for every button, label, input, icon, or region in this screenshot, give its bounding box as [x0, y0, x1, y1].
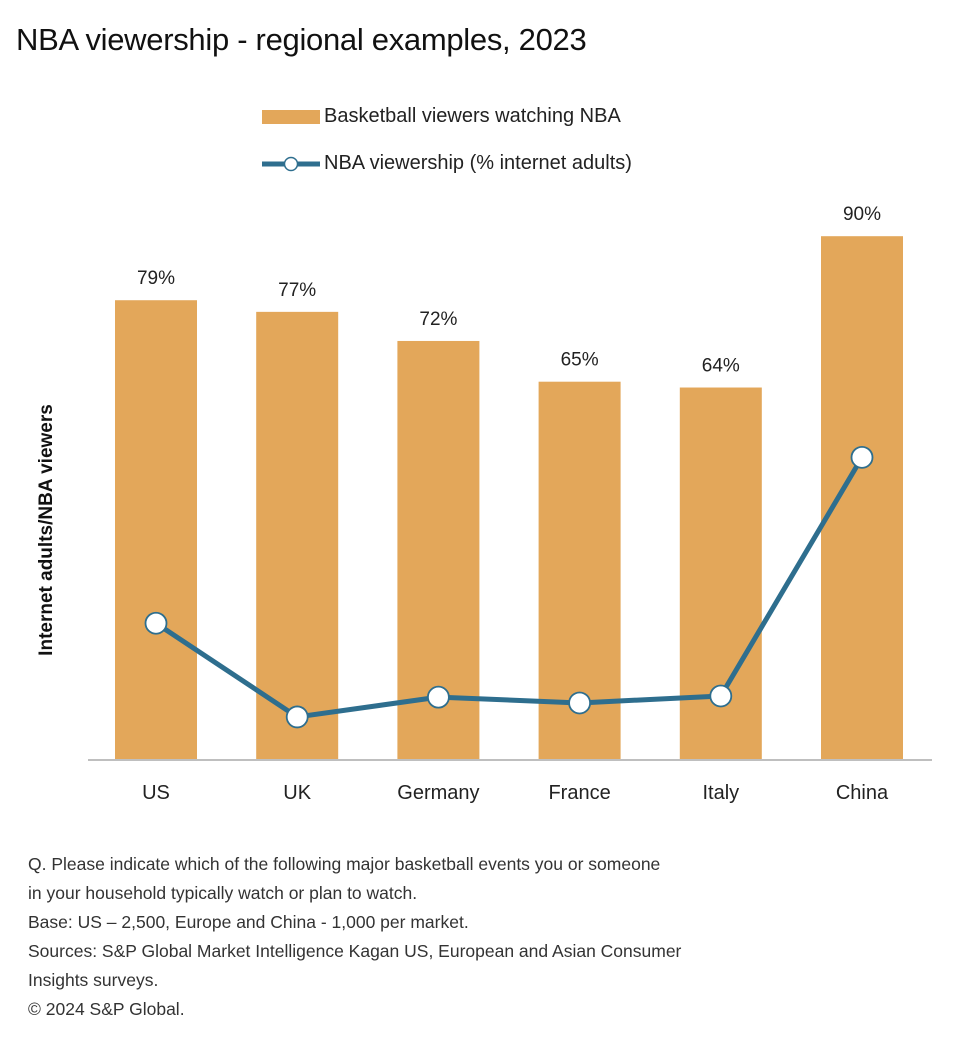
x-tick-label: UK: [283, 782, 311, 804]
footnotes: Q. Please indicate which of the followin…: [28, 850, 948, 1024]
bar-us: [115, 300, 197, 760]
line-point-uk: [285, 705, 309, 729]
x-tick-label: China: [836, 782, 889, 804]
legend-label-line: NBA viewership (% internet adults): [324, 152, 632, 174]
legend-item-line: NBA viewership (% internet adults): [262, 152, 632, 175]
line-point-china: [850, 445, 874, 469]
chart-plot: Internet adults/NBA viewers 79% 77% 72% 65%…: [36, 204, 932, 804]
line-point-italy: [709, 684, 733, 708]
line-nba-viewership: [154, 456, 865, 720]
footnote-line: in your household typically watch or pla…: [28, 883, 418, 903]
x-tick-label: Germany: [397, 782, 479, 804]
bar-value-label: 72%: [419, 309, 457, 330]
x-tick-label: France: [548, 782, 610, 804]
legend-swatch-line: [262, 156, 320, 171]
line-point-france: [568, 691, 591, 715]
bar-value-label: 79%: [137, 268, 175, 289]
legend-item-bars: Basketball viewers watching NBA: [262, 105, 621, 128]
footnote-line: Insights surveys.: [28, 970, 159, 990]
line-point-us: [144, 611, 168, 635]
bar-uk: [256, 311, 339, 760]
footnote-line: Sources: S&P Global Market Intelligence …: [28, 941, 682, 961]
y-axis-label: Internet adults/NBA viewers: [36, 404, 57, 656]
x-tick-label: Italy: [702, 782, 739, 804]
footnote-line: Base: US – 2,500, Europe and China - 1,0…: [28, 912, 469, 932]
bar-china: [821, 236, 903, 760]
legend-swatch-bar: [262, 109, 320, 124]
copyright-note: © 2024 S&P Global.: [28, 999, 185, 1019]
bar-value-label: 64%: [702, 356, 740, 377]
legend-label-bars: Basketball viewers watching NBA: [324, 105, 621, 127]
line-point-germany: [426, 685, 450, 709]
footnote-line: Q. Please indicate which of the followin…: [28, 854, 661, 874]
bar-value-label: 77%: [278, 280, 316, 301]
bar-value-label: 65%: [561, 350, 599, 371]
bar-value-label: 90%: [843, 204, 881, 225]
x-tick-label: US: [142, 782, 170, 804]
chart-title: NBA viewership - regional examples, 2023: [16, 22, 587, 57]
